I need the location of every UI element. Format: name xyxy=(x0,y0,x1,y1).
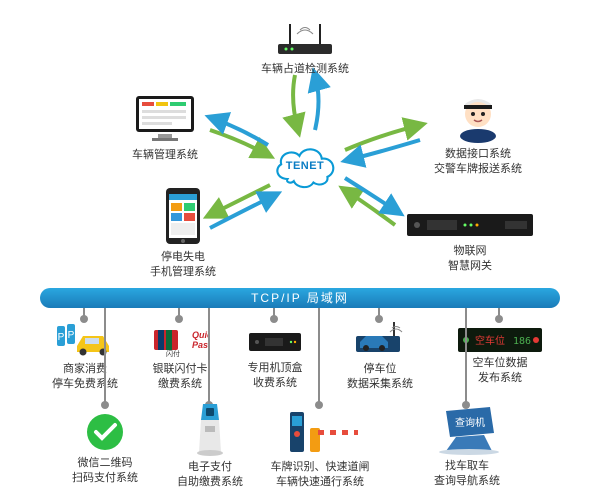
phone-icon xyxy=(164,186,202,246)
kiosk-icon xyxy=(193,402,227,456)
vline-2 xyxy=(178,308,180,322)
center-cloud: TENET xyxy=(270,140,340,190)
collector-icon xyxy=(350,320,410,358)
svg-text:P: P xyxy=(68,330,75,341)
collector-label: 停车位数据采集系统 xyxy=(347,362,413,392)
infokiosk-label: 找车取车查询导航系统 xyxy=(434,459,500,489)
node-collector: 停车位数据采集系统 xyxy=(338,320,422,392)
settop-icon xyxy=(245,325,305,357)
vline2-2 xyxy=(208,308,210,408)
svg-text:空车位: 空车位 xyxy=(475,334,505,347)
node-infokiosk: 查询机 找车取车查询导航系统 xyxy=(420,405,514,489)
officer-label: 数据接口系统交警车牌报送系统 xyxy=(434,147,522,177)
taxi-label: 商家消费停车免费系统 xyxy=(52,362,118,392)
officer-icon xyxy=(453,88,503,143)
router-label: 车辆占道检测系统 xyxy=(261,62,349,77)
svg-text:闪付: 闪付 xyxy=(166,349,180,358)
monitor-icon xyxy=(130,92,200,144)
node-officer: 数据接口系统交警车牌报送系统 xyxy=(418,88,538,177)
taxi-icon: P P xyxy=(55,322,115,358)
settop-label: 专用机顶盒收费系统 xyxy=(248,361,303,391)
svg-text:P: P xyxy=(58,332,65,343)
infokiosk-icon: 查询机 xyxy=(432,405,502,455)
vline2-4 xyxy=(465,308,467,408)
vline2-3 xyxy=(318,308,320,408)
svg-text:186: 186 xyxy=(513,336,531,347)
node-barrier: 车牌识别、快速道闸车辆快速通行系统 xyxy=(258,402,382,490)
quickpass-icon: Quick Pass 闪付 xyxy=(152,322,208,358)
node-monitor: 车辆管理系统 xyxy=(120,92,210,163)
monitor-label: 车辆管理系统 xyxy=(132,148,198,163)
tcpip-banner: TCP/IP 局域网 xyxy=(40,288,560,308)
quickpass-label: 银联闪付卡缴费系统 xyxy=(153,362,208,392)
barrier-label: 车牌识别、快速道闸车辆快速通行系统 xyxy=(271,460,370,490)
svg-text:Pass: Pass xyxy=(192,340,208,350)
node-settop: 专用机顶盒收费系统 xyxy=(235,325,315,391)
ledsign-label: 空车位数据发布系统 xyxy=(473,356,528,386)
barrier-icon xyxy=(280,402,360,456)
node-router: 车辆占道检测系统 xyxy=(265,18,345,77)
server-icon xyxy=(405,208,535,240)
cloud-label: TENET xyxy=(286,160,325,172)
wechat-icon xyxy=(85,412,125,452)
router-icon xyxy=(270,18,340,58)
node-taxi: P P 商家消费停车免费系统 xyxy=(45,322,125,392)
wechat-label: 微信二维码扫码支付系统 xyxy=(72,456,138,486)
svg-text:Quick: Quick xyxy=(192,330,208,340)
vline-1 xyxy=(83,308,85,322)
server-label: 物联网智慧网关 xyxy=(448,244,492,274)
ledsign-icon: 空车位 186 xyxy=(458,328,542,352)
phone-label: 停电失电手机管理系统 xyxy=(150,250,216,280)
vline-5 xyxy=(498,308,500,322)
node-server: 物联网智慧网关 xyxy=(400,208,540,274)
svg-text:查询机: 查询机 xyxy=(455,416,485,429)
node-ledsign: 空车位 186 空车位数据发布系统 xyxy=(455,328,545,386)
kiosk-label: 电子支付自助缴费系统 xyxy=(177,460,243,490)
node-phone: 停电失电手机管理系统 xyxy=(138,186,228,280)
vline2-1 xyxy=(104,308,106,408)
node-kiosk: 电子支付自助缴费系统 xyxy=(165,402,255,490)
node-wechat: 微信二维码扫码支付系统 xyxy=(62,412,148,486)
vline-3 xyxy=(273,308,275,322)
